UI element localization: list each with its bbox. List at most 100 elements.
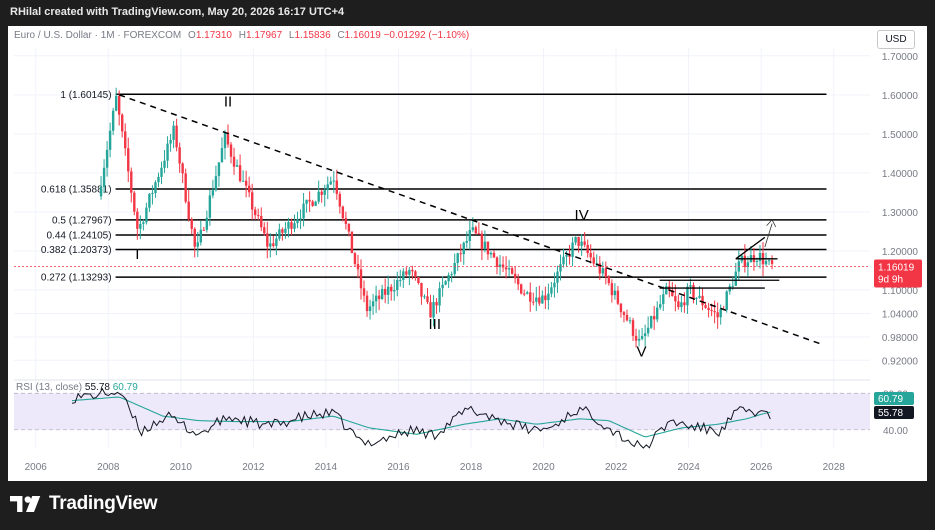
- candle-body: [598, 263, 601, 274]
- candle-body: [516, 278, 520, 285]
- candle-body: [99, 186, 103, 197]
- candle-body: [535, 297, 538, 302]
- rsi-ma-value: 60.79: [112, 382, 138, 393]
- candle-body: [489, 252, 493, 255]
- wave-label: V: [636, 343, 646, 360]
- candle-body: [157, 176, 160, 183]
- candle-body: [124, 131, 127, 149]
- fib-level-label: 0.5 (1.27967): [52, 215, 112, 226]
- candle-body: [142, 222, 145, 224]
- price-axis[interactable]: 1.70000 1.60000 1.50000 1.40000 1.30000 1.200…: [14, 52, 922, 367]
- candle-body: [211, 190, 215, 196]
- candle-body: [607, 276, 611, 284]
- candle-body: [656, 307, 659, 320]
- candle-body: [689, 285, 692, 287]
- rsi-value: 55.78: [84, 382, 110, 393]
- candle-body: [529, 292, 532, 302]
- candle-body: [468, 230, 472, 241]
- candle-body: [417, 277, 420, 283]
- candle-body: [326, 184, 329, 191]
- projection-arrow: [764, 219, 777, 248]
- candle-body: [408, 269, 411, 275]
- candle-body: [238, 165, 242, 182]
- candle-body: [513, 273, 517, 279]
- candle-body: [341, 206, 345, 219]
- candle-body: [130, 171, 133, 193]
- fib-level-label: 0.44 (1.24105): [46, 230, 111, 241]
- fib-level-label: 0.382 (1.20373): [41, 245, 112, 256]
- candle-body: [284, 228, 287, 233]
- candle-body: [474, 227, 478, 234]
- candle-body: [556, 271, 559, 283]
- candle-body: [580, 241, 583, 246]
- candle-body: [610, 283, 614, 296]
- candle-body: [480, 233, 484, 250]
- candle-body: [411, 269, 414, 272]
- rsi-tick: 40.00: [883, 426, 908, 437]
- candle-body: [507, 268, 511, 270]
- time-axis[interactable]: 2006 2008 2010 2012 2014 2016 2018 2020 2022 2024…: [25, 462, 846, 473]
- candle-body: [444, 281, 447, 285]
- fib-retracement[interactable]: 1 (1.60145) 0.618 (1.35881) 0.5 (1.27967) 0…: [41, 90, 827, 284]
- candle-body: [139, 223, 142, 229]
- symbol-name: Euro / U.S. Dollar · 1M · FOREXCOM: [14, 30, 182, 41]
- candle-body: [254, 209, 257, 216]
- candle-body: [405, 271, 408, 275]
- candle-body: [568, 254, 571, 257]
- candle-body: [347, 223, 351, 232]
- last-price-countdown: 9d 9h: [878, 275, 903, 286]
- candle-body: [544, 295, 547, 301]
- candle-body: [396, 280, 399, 291]
- last-price-badge: [874, 259, 922, 288]
- candle-body: [151, 193, 154, 195]
- candle-body: [393, 290, 396, 292]
- candle-body: [350, 231, 354, 254]
- candle-body: [111, 110, 115, 131]
- candle-body: [432, 302, 435, 318]
- candle-body: [649, 316, 653, 328]
- candle-body: [114, 95, 118, 111]
- price-tick: 1.50000: [882, 130, 919, 141]
- candle-body: [532, 301, 535, 303]
- candle-body: [631, 320, 635, 336]
- tradingview-logo-icon: [10, 496, 41, 512]
- candle-body: [332, 180, 335, 182]
- candle-body: [519, 284, 523, 294]
- candle-body: [731, 285, 734, 287]
- candle-body: [559, 264, 562, 272]
- candle-body: [541, 295, 544, 304]
- candle-body: [235, 165, 239, 167]
- candle-body: [734, 271, 737, 286]
- candle-body: [498, 264, 502, 267]
- wave-label: IV: [575, 207, 589, 224]
- wave-label: I: [135, 246, 139, 263]
- candle-body: [390, 286, 393, 292]
- time-tick: 2010: [170, 462, 193, 473]
- candle-body: [356, 264, 360, 270]
- candle-body: [707, 307, 710, 311]
- candle-body: [414, 271, 417, 278]
- candle-body: [353, 253, 357, 265]
- candle-body: [257, 215, 260, 217]
- candle-body: [583, 241, 586, 245]
- trendline: [118, 94, 824, 346]
- candle-body: [281, 229, 284, 233]
- candle-body: [226, 132, 230, 145]
- price-tick: 1.10000: [882, 286, 919, 297]
- candles[interactable]: [99, 87, 774, 348]
- currency-button[interactable]: USD: [877, 30, 915, 49]
- candle-body: [320, 191, 323, 195]
- candle-body: [160, 167, 163, 177]
- candle-body: [133, 192, 136, 212]
- low-value: 1.15836: [294, 30, 331, 41]
- candle-body: [492, 252, 496, 258]
- candle-body: [172, 125, 175, 140]
- candle-body: [646, 327, 650, 334]
- candle-body: [223, 132, 227, 149]
- candle-body: [338, 193, 342, 207]
- open-value: 1.17310: [195, 30, 232, 41]
